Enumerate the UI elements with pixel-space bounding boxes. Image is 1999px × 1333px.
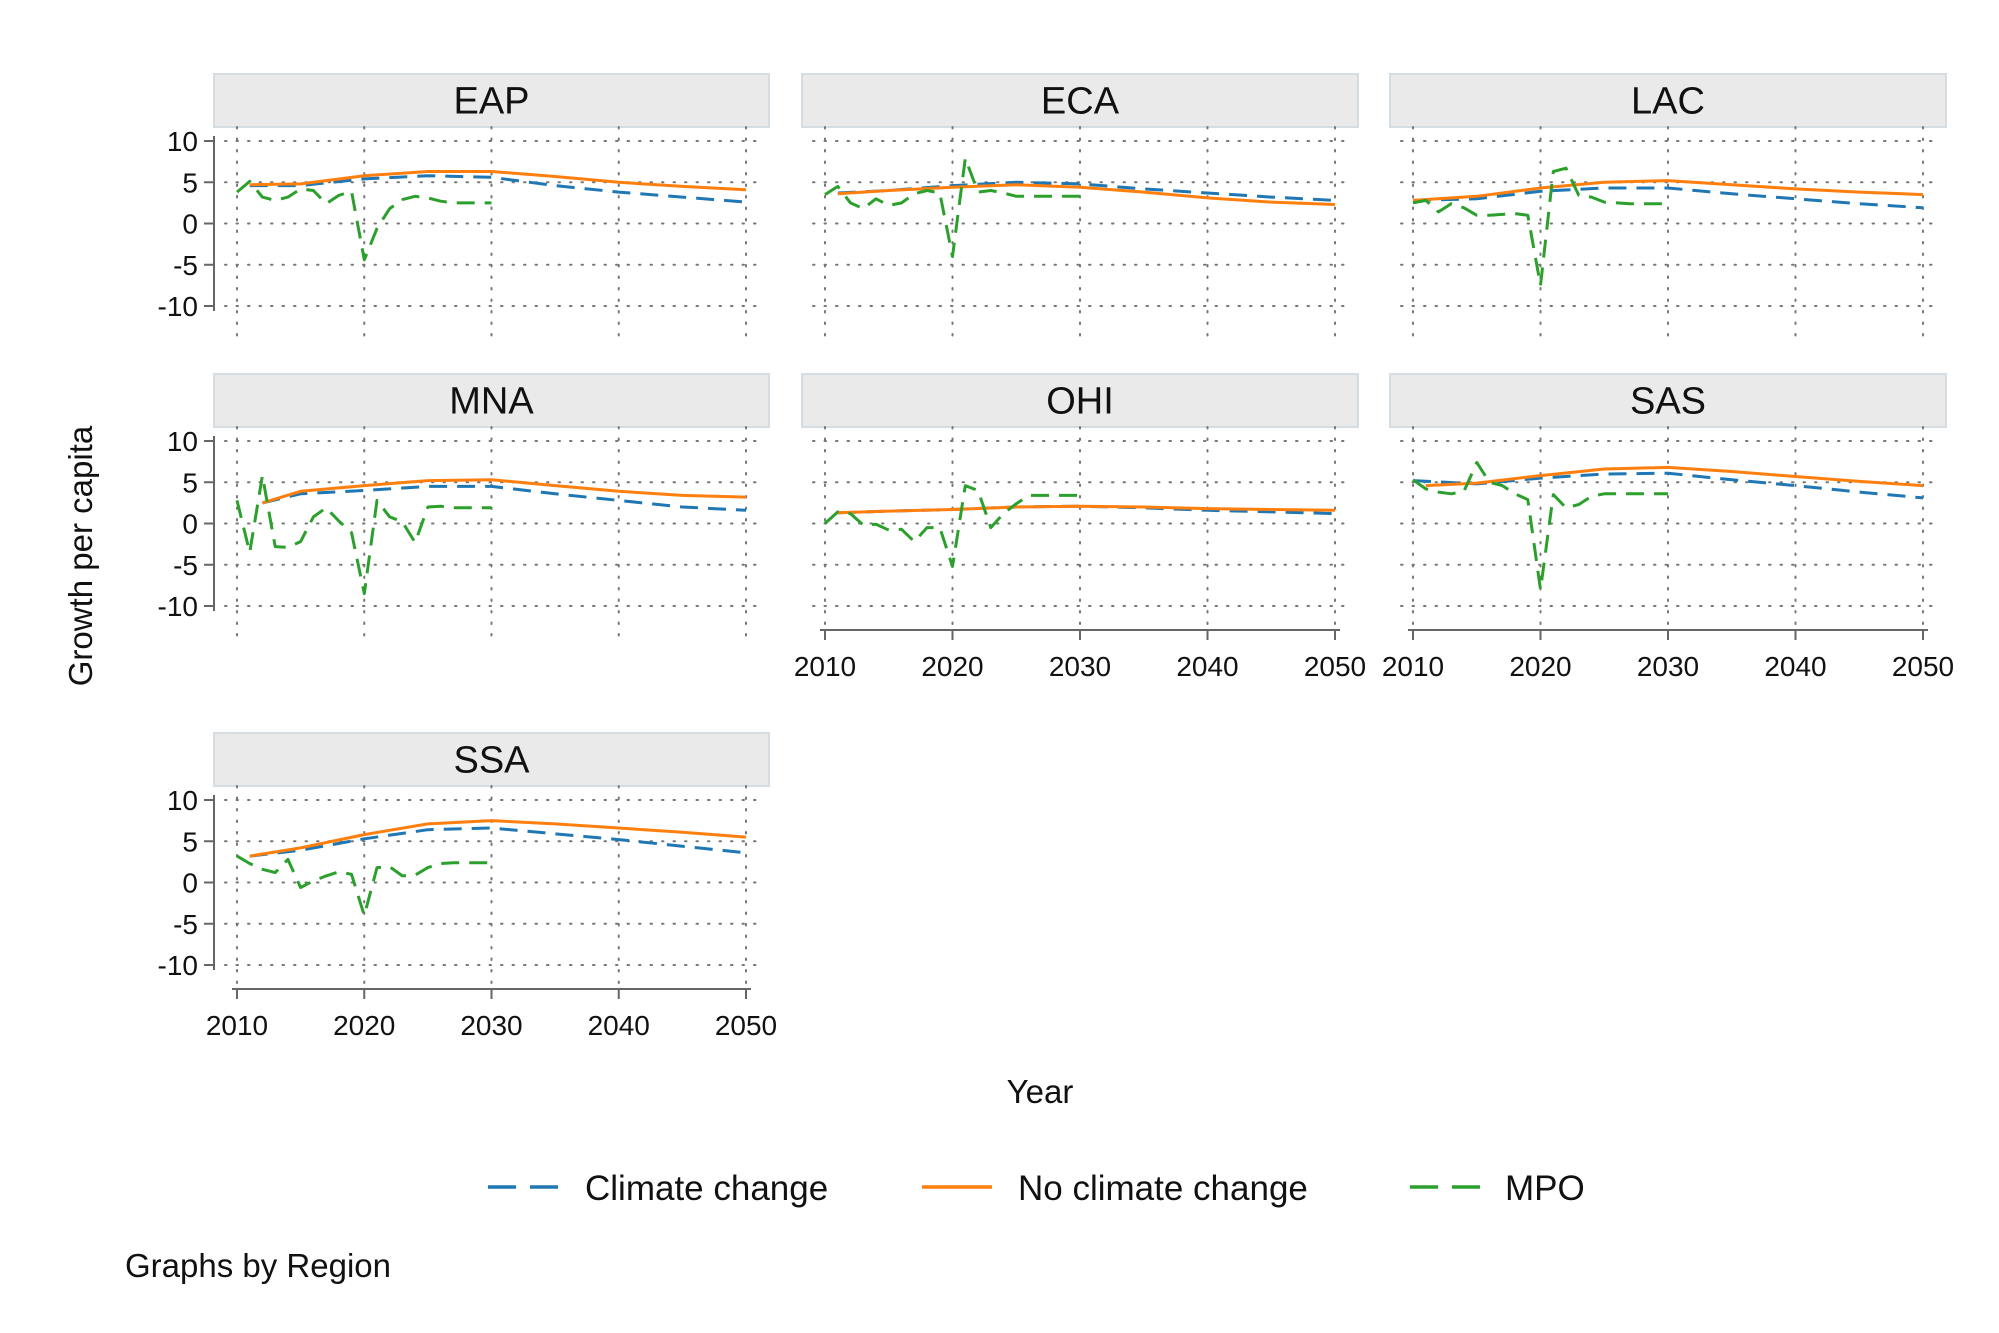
panel-eap: EAP 10 5 0 -5 -10 <box>158 73 770 337</box>
y-tick-label: 5 <box>182 167 198 198</box>
y-tick-label: 5 <box>182 826 198 857</box>
series-line-no-climate-change-mna <box>261 478 747 505</box>
y-tick-label: -5 <box>173 550 198 581</box>
x-tick-label: 2010 <box>794 651 856 682</box>
series-line-mpo-ohi <box>823 484 1080 568</box>
x-tick-label: 2010 <box>206 1010 268 1041</box>
x-tick-label: 2040 <box>588 1010 650 1041</box>
legend-label-no-climate-change: No climate change <box>1018 1169 1308 1208</box>
y-tick-label: -5 <box>173 250 198 281</box>
x-tick-label: 2020 <box>921 651 983 682</box>
y-tick-label: 10 <box>167 426 198 457</box>
x-axis-title: Year <box>1007 1073 1074 1110</box>
panel-sas: SAS 2010 2020 2030 2040 2050 <box>1382 373 1954 682</box>
panel-eca: ECA <box>801 73 1359 337</box>
panel-ohi: OHI 2010 2020 2030 2040 2050 <box>794 373 1366 682</box>
panel-strip-mna <box>213 373 770 428</box>
x-tick-label: 2030 <box>1049 651 1111 682</box>
x-tick-label: 2030 <box>1637 651 1699 682</box>
series-line-no-climate-change-lac <box>1412 179 1924 202</box>
y-tick-label: 0 <box>182 509 198 540</box>
series-line-mpo-eap <box>236 179 492 262</box>
y-tick-label: -10 <box>158 291 198 322</box>
panel-strip-sas <box>1389 373 1947 428</box>
panel-strip-ssa <box>213 732 770 787</box>
panel-title-mna: MNA <box>449 381 534 423</box>
y-tick-label: 5 <box>182 467 198 498</box>
x-tick-label: 2010 <box>1382 651 1444 682</box>
y-tick-label: 10 <box>167 785 198 816</box>
series-line-climate-change-eca <box>837 180 1336 202</box>
series-line-mpo-ssa <box>236 854 492 917</box>
series-line-climate-change-mna <box>262 484 747 512</box>
series-line-climate-change-lac <box>1412 186 1924 210</box>
series-line-mpo-eca <box>824 156 1080 258</box>
x-tick-label: 2040 <box>1764 651 1826 682</box>
legend: Climate change No climate change MPO <box>488 1169 1585 1208</box>
panel-ssa: SSA 10 5 0 -5 -10 2010 2020 2030 2040 2050 <box>158 732 777 1041</box>
panel-strip-eap <box>213 73 770 128</box>
x-tick-label: 2050 <box>1304 651 1366 682</box>
y-tick-label: -10 <box>158 591 198 622</box>
y-tick-label: 0 <box>182 868 198 899</box>
panel-title-lac: LAC <box>1631 81 1705 123</box>
x-tick-label: 2040 <box>1176 651 1238 682</box>
x-tick-label: 2030 <box>460 1010 522 1041</box>
y-tick-label: -10 <box>158 950 198 981</box>
series-line-no-climate-change-ohi <box>837 504 1336 515</box>
x-tick-label: 2020 <box>333 1010 395 1041</box>
x-tick-label: 2050 <box>1892 651 1954 682</box>
y-tick-label: -5 <box>173 909 198 940</box>
series-line-no-climate-change-ssa <box>249 819 747 858</box>
series-line-no-climate-change-sas <box>1425 465 1924 488</box>
panel-strip-ohi <box>801 373 1359 428</box>
panel-lac: LAC <box>1389 73 1947 337</box>
series-line-mpo-lac <box>1412 166 1668 287</box>
series-line-no-climate-change-eap <box>249 170 747 192</box>
series-line-climate-change-ssa <box>249 826 747 858</box>
panel-title-eca: ECA <box>1041 81 1120 123</box>
y-tick-label: 10 <box>167 126 198 157</box>
panel-mna: MNA 10 5 0 -5 -10 <box>158 373 770 637</box>
legend-label-climate-change: Climate change <box>585 1169 828 1208</box>
y-tick-label: 0 <box>182 209 198 240</box>
panel-title-ohi: OHI <box>1046 381 1114 423</box>
x-tick-label: 2050 <box>715 1010 777 1041</box>
series-line-climate-change-eap <box>249 174 747 204</box>
legend-label-mpo: MPO <box>1505 1169 1585 1208</box>
graph-note: Graphs by Region <box>125 1247 391 1284</box>
y-axis-title: Growth per capita <box>62 425 99 686</box>
panel-title-eap: EAP <box>453 81 529 123</box>
panel-title-ssa: SSA <box>453 740 530 782</box>
series-line-no-climate-change-eca <box>837 183 1336 206</box>
panel-title-sas: SAS <box>1630 381 1706 423</box>
series-line-mpo-mna <box>235 474 492 596</box>
x-tick-label: 2020 <box>1509 651 1571 682</box>
panels-layer: EAP 10 5 0 -5 -10 ECA LAC MNA 10 5 0 -5 -10 OHI 2010 202… <box>158 73 1954 1041</box>
